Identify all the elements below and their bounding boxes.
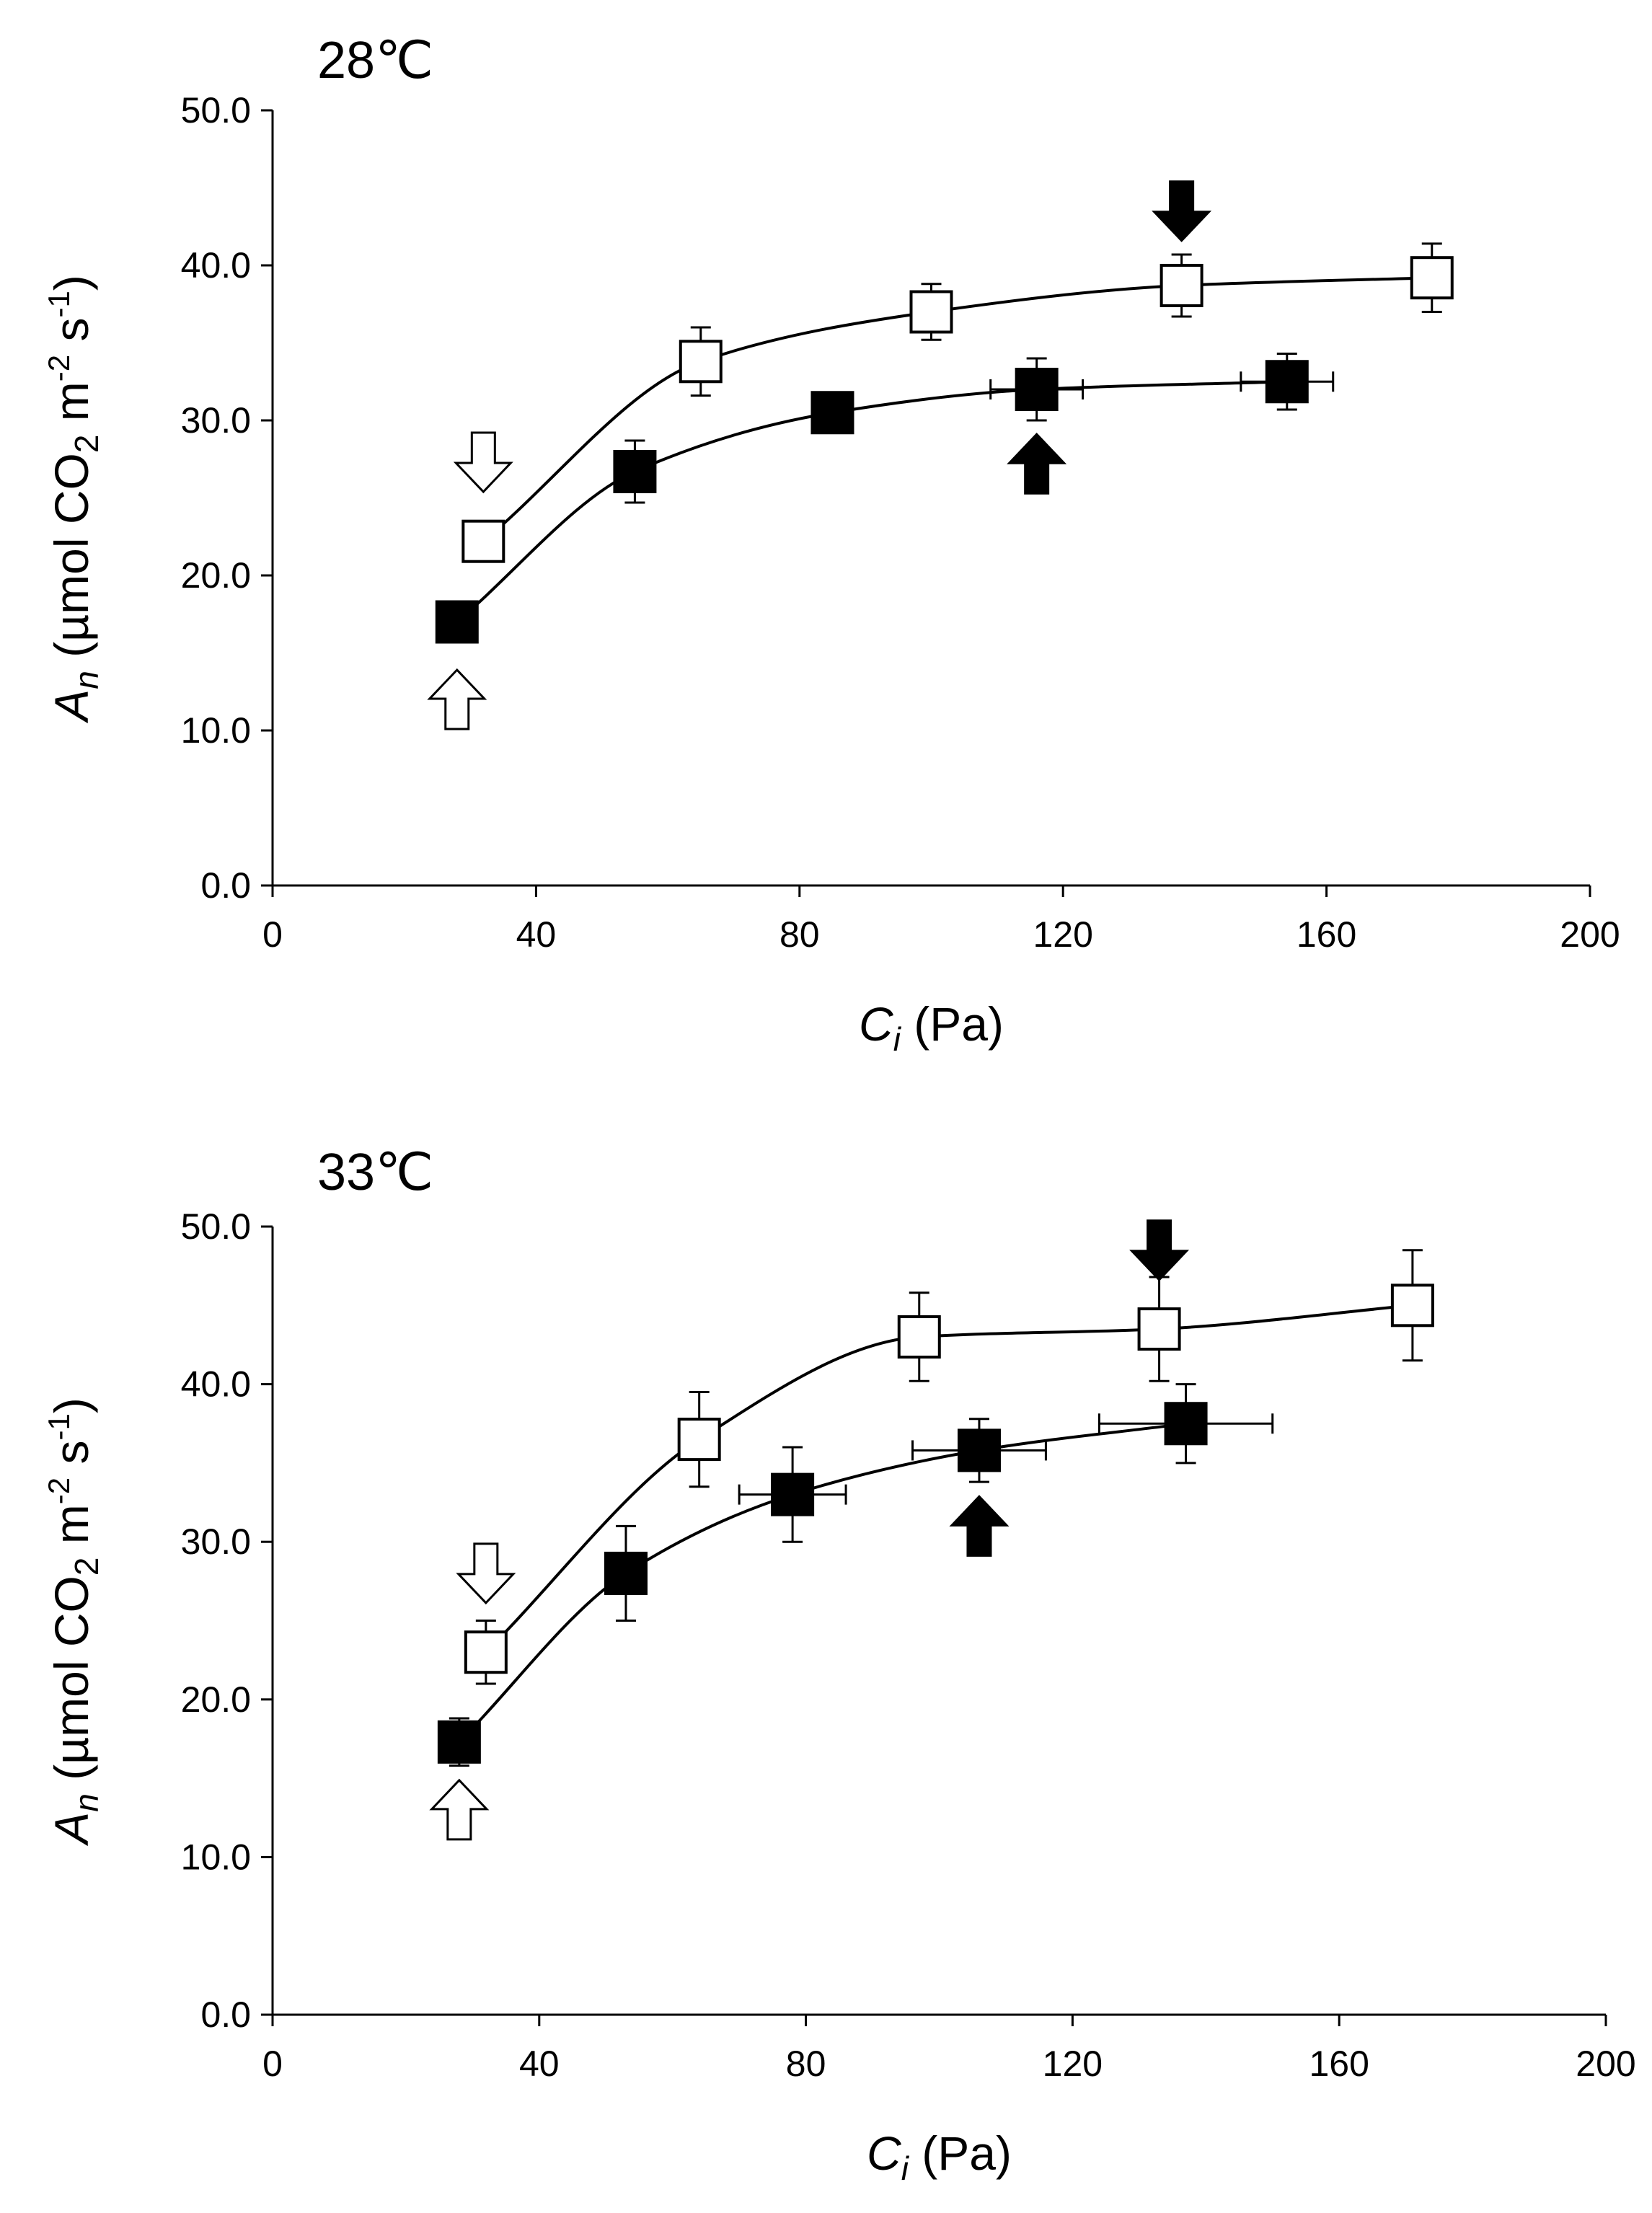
open-square-marker — [677, 1418, 721, 1462]
filled-square-marker — [1265, 360, 1309, 404]
filled-square-marker — [810, 391, 854, 435]
filled-square-marker — [1015, 368, 1059, 411]
x-tick-label: 0 — [262, 2044, 283, 2084]
x-tick-label: 200 — [1576, 2044, 1635, 2084]
y-tick-label: 30.0 — [181, 400, 251, 441]
filled-arrow-up-icon — [949, 1495, 1010, 1557]
x-tick-label: 200 — [1560, 914, 1620, 955]
open-square-marker — [1137, 1307, 1181, 1351]
filled-arrow-down-icon — [1152, 180, 1212, 242]
filled-square-marker — [613, 449, 657, 493]
open-square-marker — [464, 1630, 508, 1674]
chart-panel-2: 33℃ 0.0 10.0 20.0 30.0 40.0 50.0 0 40 80 120 160 200… — [42, 1144, 1636, 2187]
open-square-marker — [679, 340, 723, 384]
y-tick-label: 50.0 — [181, 1206, 251, 1247]
y-tick-label: 50.0 — [181, 90, 251, 131]
chart-title: 28℃ — [317, 32, 433, 89]
series-open-squares — [461, 242, 1454, 563]
x-tick-label: 80 — [779, 914, 820, 955]
x-tick-label: 160 — [1297, 914, 1356, 955]
filled-square-marker — [604, 1551, 648, 1595]
y-tick-label: 0.0 — [200, 865, 251, 906]
open-square-marker — [1160, 263, 1203, 307]
open-square-marker — [461, 519, 505, 563]
y-tick-label: 0.0 — [200, 1995, 251, 2035]
x-tick-label: 40 — [519, 2044, 560, 2084]
y-tick-label: 20.0 — [181, 555, 251, 596]
x-tick-label: 0 — [262, 914, 283, 955]
open-arrow-down-icon — [456, 1542, 516, 1605]
y-axis-label: An (µmol CO2 m-2 s-1) — [42, 1397, 105, 1847]
x-tick-label: 120 — [1033, 914, 1092, 955]
y-tick-label: 40.0 — [181, 1364, 251, 1405]
x-tick-label: 120 — [1043, 2044, 1103, 2084]
x-tick-label: 80 — [786, 2044, 826, 2084]
y-tick-label: 20.0 — [181, 1679, 251, 1720]
x-axis-label: Ci (Pa) — [859, 997, 1004, 1058]
open-arrow-down-icon — [453, 431, 513, 494]
y-tick-label: 30.0 — [181, 1521, 251, 1562]
filled-arrow-up-icon — [1007, 433, 1067, 495]
x-tick-label: 40 — [516, 914, 557, 955]
y-axis-label: An (µmol CO2 m-2 s-1) — [42, 275, 105, 724]
x-tick-label: 160 — [1309, 2044, 1369, 2084]
series-open-squares — [464, 1249, 1434, 1685]
open-arrow-up-icon — [429, 1778, 490, 1841]
y-tick-label: 10.0 — [181, 1837, 251, 1877]
open-arrow-up-icon — [427, 668, 487, 730]
y-tick-label: 10.0 — [181, 710, 251, 751]
open-square-marker — [909, 290, 953, 334]
filled-arrow-down-icon — [1129, 1219, 1190, 1281]
filled-square-marker — [435, 600, 479, 644]
chart-panel-1: 28℃ 0.0 10.0 20.0 30.0 40.0 50.0 0 40 80 120 160 200… — [42, 32, 1620, 1058]
series-filled-squares — [435, 353, 1335, 644]
open-square-marker — [1410, 256, 1454, 300]
filled-square-marker — [771, 1472, 815, 1516]
open-square-marker — [1390, 1284, 1434, 1328]
open-square-marker — [897, 1315, 941, 1359]
y-tick-label: 40.0 — [181, 245, 251, 286]
series-filled-squares — [437, 1383, 1274, 1767]
filled-square-marker — [1164, 1402, 1208, 1446]
chart-title: 33℃ — [317, 1144, 433, 1201]
x-axis-label: Ci (Pa) — [867, 2126, 1012, 2187]
filled-square-marker — [437, 1720, 481, 1764]
filled-square-marker — [957, 1428, 1001, 1472]
